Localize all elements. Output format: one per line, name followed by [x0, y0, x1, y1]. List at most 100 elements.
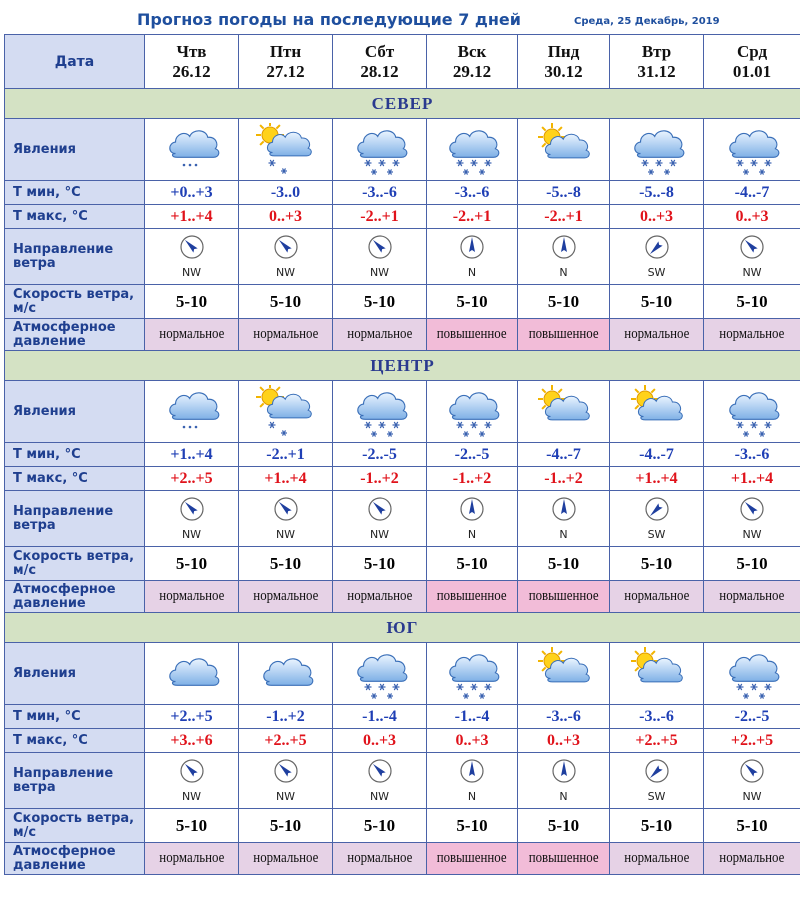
tmin-value: -1..-4	[426, 704, 518, 729]
cloud-snow-icon	[332, 380, 427, 443]
wind-direction-label: NW	[369, 790, 390, 803]
wind-direction-label: SW	[647, 266, 666, 279]
sun-cloud-snow-icon	[238, 118, 333, 181]
wind-direction-label: NW	[181, 266, 202, 279]
wind-speed-value: 5-10	[426, 284, 518, 319]
wind-arrow-icon	[367, 234, 393, 265]
row-label-wind-dir: Направление ветра	[4, 228, 145, 285]
wind-direction-label: NW	[369, 528, 390, 541]
pressure-text: нормальное	[623, 850, 690, 866]
region-title: ЦЕНТР	[4, 350, 800, 381]
wind-speed-value: 5-10	[609, 808, 704, 843]
wind-direction: NW	[144, 490, 239, 547]
wind-direction-label: N	[467, 266, 477, 279]
wind-arrow-icon	[644, 496, 670, 527]
tmax-value: +1..+4	[238, 466, 333, 491]
pressure-text: нормальное	[623, 588, 690, 604]
tmax-value: -1..+2	[426, 466, 518, 491]
wind-direction-label: NW	[275, 266, 296, 279]
cloud-icon	[238, 642, 333, 705]
pressure-value: нормальное	[703, 842, 800, 875]
pressure-text: повышенное	[437, 326, 507, 342]
day-header: Сбт 28.12	[332, 34, 427, 89]
tmin-value: -2..-5	[703, 704, 800, 729]
pressure-text: повышенное	[528, 850, 599, 866]
wind-speed-value: 5-10	[517, 284, 610, 319]
wind-direction-label: NW	[275, 790, 296, 803]
day-of-week: Срд	[736, 41, 768, 61]
tmax-value: +2..+5	[238, 728, 333, 753]
day-date: 30.12	[544, 61, 583, 81]
row-label-wind-dir: Направление ветра	[4, 490, 145, 547]
sun-cloud-icon	[517, 380, 610, 443]
header: Прогноз погоды на последующие 7 дней Сре…	[0, 0, 800, 34]
wind-direction-label: NW	[181, 790, 202, 803]
wind-arrow-icon	[179, 758, 205, 789]
wind-direction: NW	[703, 752, 800, 809]
wind-arrow-icon	[367, 496, 393, 527]
day-of-week: Птн	[269, 41, 302, 61]
pressure-text: нормальное	[252, 588, 319, 604]
forecast-table: Дата Чтв 26.12 Птн 27.12 Сбт 28.12 Вск 29.12…	[4, 34, 800, 875]
wind-arrow-icon	[551, 234, 577, 265]
sun-cloud-icon	[609, 380, 704, 443]
wind-direction: N	[426, 490, 518, 547]
tmin-value: -2..-5	[332, 442, 427, 467]
pressure-text: повышенное	[437, 588, 507, 604]
tmin-value: -3..-6	[609, 704, 704, 729]
wind-speed-value: 5-10	[238, 284, 333, 319]
wind-speed-value: 5-10	[144, 546, 239, 581]
pressure-text: нормальное	[158, 326, 225, 342]
wind-speed-value: 5-10	[426, 546, 518, 581]
wind-arrow-icon	[551, 758, 577, 789]
tmax-value: +1..+4	[144, 204, 239, 229]
pressure-value: нормальное	[144, 842, 239, 875]
wind-arrow-icon	[644, 234, 670, 265]
pressure-value: нормальное	[144, 580, 239, 613]
wind-speed-value: 5-10	[332, 546, 427, 581]
day-date: 29.12	[452, 61, 492, 81]
day-date: 01.01	[732, 61, 772, 81]
wind-direction: NW	[238, 228, 333, 285]
wind-arrow-icon	[179, 234, 205, 265]
tmax-value: -1..+2	[332, 466, 427, 491]
tmax-value: +3..+6	[144, 728, 239, 753]
pressure-value: повышенное	[426, 580, 518, 613]
wind-direction-label: N	[559, 790, 568, 803]
cloud-light-snow-icon	[144, 118, 239, 181]
cloud-snow-icon	[609, 118, 704, 181]
day-date: 28.12	[360, 61, 399, 81]
wind-speed-value: 5-10	[703, 808, 800, 843]
row-label-phenomena: Явления	[4, 118, 145, 181]
wind-direction-label: NW	[742, 266, 762, 279]
row-label-pressure: Атмосферное давление	[4, 580, 145, 613]
pressure-text: нормальное	[346, 326, 413, 342]
wind-speed-value: 5-10	[426, 808, 518, 843]
pressure-text: нормальное	[252, 326, 319, 342]
cloud-snow-icon	[332, 642, 427, 705]
wind-speed-value: 5-10	[517, 808, 610, 843]
wind-arrow-icon	[739, 234, 765, 265]
wind-arrow-icon	[179, 496, 205, 527]
row-label-tmin: Т мин, °С	[4, 704, 145, 729]
wind-speed-value: 5-10	[238, 808, 333, 843]
wind-direction: SW	[609, 490, 704, 547]
wind-speed-value: 5-10	[609, 546, 704, 581]
row-label-tmax: Т макс, °С	[4, 728, 145, 753]
wind-arrow-icon	[273, 234, 299, 265]
pressure-text: повышенное	[528, 326, 599, 342]
row-label-wind-speed: Скорость ветра, м/с	[4, 546, 145, 581]
wind-arrow-icon	[739, 496, 765, 527]
pressure-text: нормальное	[719, 326, 785, 342]
wind-direction: NW	[144, 228, 239, 285]
day-header: Срд 01.01	[703, 34, 800, 89]
tmax-value: 0..+3	[238, 204, 333, 229]
wind-direction-label: N	[467, 528, 477, 541]
row-label-tmin: Т мин, °С	[4, 180, 145, 205]
day-header: Втр 31.12	[609, 34, 704, 89]
cloud-snow-icon	[703, 380, 800, 443]
sun-cloud-icon	[609, 642, 704, 705]
wind-direction: N	[517, 228, 610, 285]
day-of-week: Сбт	[364, 41, 395, 61]
pressure-text: нормальное	[158, 850, 225, 866]
